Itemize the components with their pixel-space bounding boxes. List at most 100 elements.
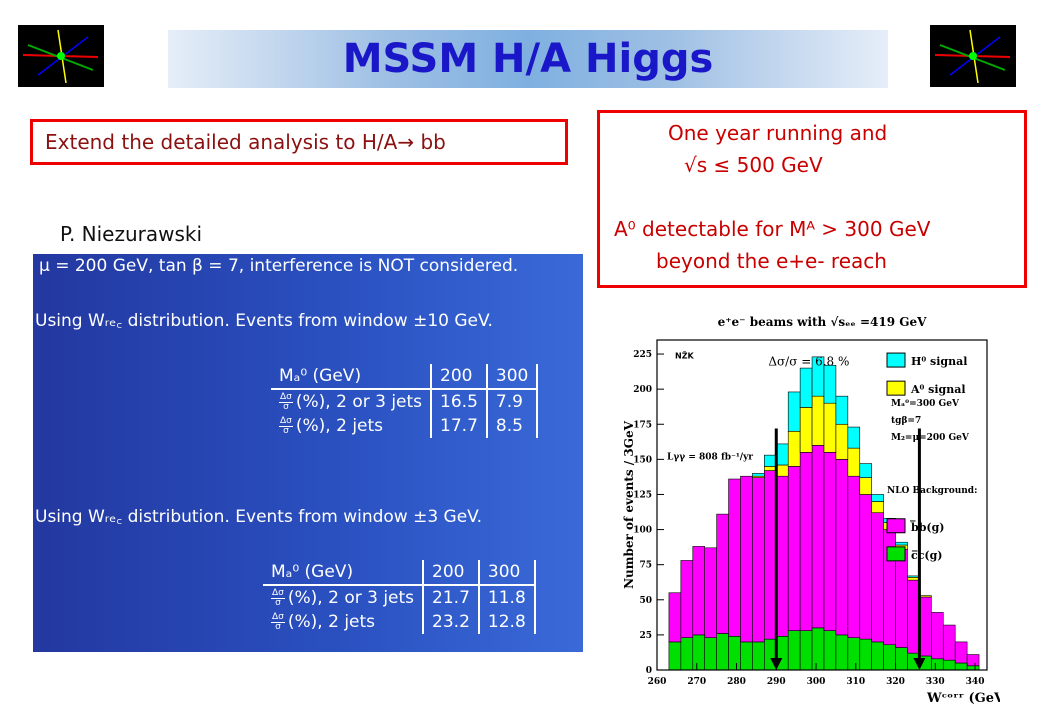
y-tick-label: 100	[633, 526, 652, 536]
page-title: MSSM H/A Higgs	[342, 36, 714, 82]
bar-2-11	[799, 407, 813, 453]
bar-2-21	[919, 595, 932, 598]
ratio-annotation: Δσ/σ = 6.8 %	[768, 354, 849, 368]
bar-0-25	[966, 665, 980, 671]
table-cell: 16.5	[431, 389, 488, 414]
bar-1-24	[954, 641, 968, 664]
bar-1-4	[716, 513, 729, 634]
y-tick-label: 175	[633, 420, 652, 430]
bar-2-16	[859, 477, 872, 495]
bar-1-17	[871, 512, 884, 643]
bar-1-14	[835, 459, 849, 636]
x-tick-label: 320	[886, 677, 905, 687]
table-header-mass: Mₐ⁰ (GeV)	[263, 560, 425, 586]
table-header-300: 300	[478, 560, 536, 586]
running-line-4: beyond the e+e- reach	[656, 249, 887, 273]
luminosity-annotation: Lγγ = 808 fb⁻¹/yr	[667, 452, 753, 462]
bar-1-15	[847, 475, 861, 639]
parameter-annotation: tgβ=7	[891, 416, 921, 426]
bar-0-22	[931, 658, 944, 671]
plot-frame	[656, 339, 988, 671]
parameter-annotation: M₂=μ=200 GeV	[891, 433, 970, 443]
bar-3-20	[907, 575, 920, 578]
bar-0-16	[859, 638, 872, 671]
window-arrow-head	[913, 658, 926, 670]
x-tick-label: 290	[767, 677, 786, 687]
bar-0-10	[787, 630, 801, 671]
bar-1-5	[728, 478, 741, 637]
y-tick-label: 75	[639, 561, 652, 571]
bar-1-20	[907, 579, 920, 654]
y-tick-label: 0	[646, 666, 652, 676]
x-tick-label: 270	[687, 677, 706, 687]
x-axis-label: Wᶜᵒʳʳ (GeV)	[926, 691, 1000, 706]
legend-label: c̅c(g)	[911, 549, 943, 562]
extend-analysis-box: Extend the detailed analysis to H/A→ bb	[30, 119, 568, 165]
table-header-200: 200	[431, 364, 488, 390]
x-tick-label: 330	[926, 677, 945, 687]
bar-1-8	[764, 470, 777, 640]
panel-window3-line: Using Wᵣₑ꜀ distribution. Events from win…	[35, 507, 483, 527]
table-row-label: Δσ σ (%), 2 or 3 jets	[271, 389, 433, 414]
y-tick-label: 25	[639, 631, 652, 641]
bar-0-23	[942, 659, 956, 671]
event-display-logo-left	[18, 25, 104, 87]
bar-1-6	[740, 475, 753, 643]
bar-0-14	[835, 634, 849, 671]
bar-2-14	[835, 423, 849, 460]
bar-1-19	[895, 548, 908, 648]
legend-label: b̅b(g)	[909, 520, 944, 534]
bar-1-21	[919, 596, 932, 657]
bar-0-13	[823, 630, 837, 671]
table-header-200: 200	[423, 560, 480, 586]
running-line-3: A⁰ detectable for Mᴬ > 300 GeV	[614, 217, 931, 241]
bar-0-19	[895, 647, 908, 671]
legend-swatch	[886, 546, 906, 562]
delta-sigma-fraction: Δσ σ	[279, 391, 293, 412]
bar-1-10	[787, 466, 801, 631]
legend-swatch	[886, 518, 906, 534]
bar-0-0	[668, 641, 682, 671]
title-bar	[168, 30, 888, 88]
x-tick-label: 300	[807, 677, 826, 687]
results-table-window10: Mₐ⁰ (GeV) 200 300 Δσ σ (%), 2 or 3 jets 16…	[271, 364, 539, 438]
window-arrow-head	[770, 658, 783, 670]
table-header-mass: Mₐ⁰ (GeV)	[271, 364, 433, 390]
bar-0-6	[740, 641, 753, 671]
x-tick-label: 340	[966, 677, 985, 687]
x-tick-label: 260	[648, 677, 667, 687]
table-cell: 7.9	[486, 389, 539, 414]
y-axis-label: Number of events / 3GeV	[622, 420, 636, 588]
bar-1-3	[704, 547, 717, 639]
chart-annotations: NŽK Δσ/σ = 6.8 % Lγγ = 808 fb⁻¹/yr Mₐ⁰=300 …	[667, 349, 977, 670]
bar-2-13	[823, 402, 837, 453]
author-name: P. Niezurawski	[60, 222, 203, 246]
bar-0-24	[954, 662, 968, 671]
bar-0-5	[728, 635, 741, 671]
results-table-window3: Mₐ⁰ (GeV) 200 300 Δσ σ (%), 2 or 3 jets 21…	[263, 560, 536, 634]
bar-3-10	[787, 391, 801, 432]
delta-sigma-fraction: Δσ σ	[279, 415, 293, 436]
table-row-label: Δσ σ (%), 2 jets	[263, 610, 425, 634]
table-cell: 11.8	[478, 585, 536, 610]
bar-0-18	[883, 644, 896, 671]
legend-label: A⁰ signal	[910, 383, 966, 396]
bar-2-15	[847, 447, 861, 477]
wcorr-histogram: Wᶜᵒʳʳ (GeV) Number of events / 3GeV e⁺e⁻ b…	[622, 315, 1000, 706]
y-tick-label: 200	[633, 385, 652, 395]
bar-3-7	[752, 473, 765, 477]
legend-swatch	[886, 352, 906, 368]
bar-0-4	[716, 633, 729, 671]
chart-legend: H⁰ signal A⁰ signal b̅b(g) c̅c(g)	[886, 352, 967, 562]
nlo-background-label: NLO Background:	[887, 486, 977, 496]
x-tick-label: 310	[846, 677, 865, 687]
y-tick-label: 125	[633, 490, 652, 500]
bar-1-0	[668, 592, 682, 643]
bar-0-7	[752, 641, 765, 671]
bar-0-3	[704, 637, 717, 671]
bar-0-12	[811, 627, 825, 671]
table-cell: 12.8	[478, 610, 536, 634]
bar-1-1	[680, 560, 694, 639]
parameter-annotation: Mₐ⁰=300 GeV	[891, 399, 960, 409]
running-line-1: One year running and	[668, 121, 888, 145]
